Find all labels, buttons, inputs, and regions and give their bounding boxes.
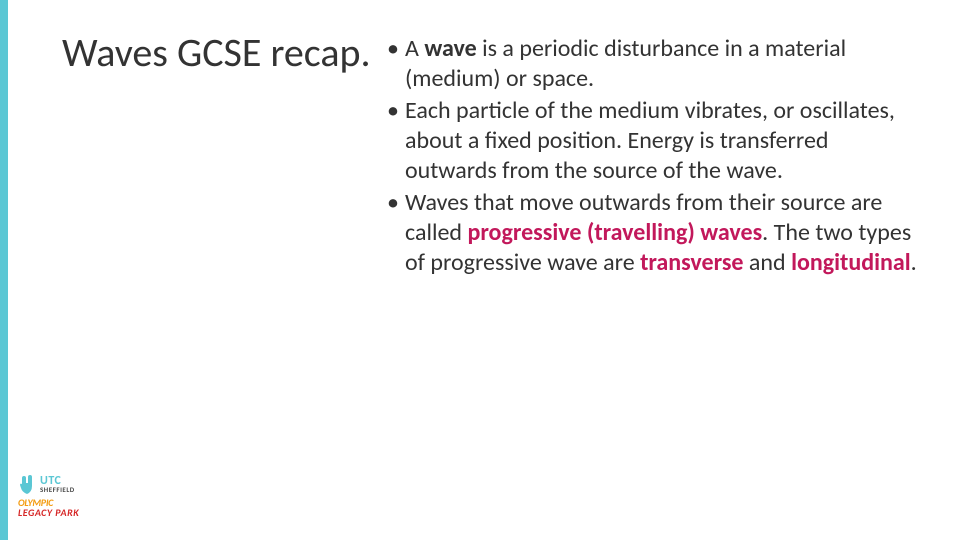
hand-icon <box>18 474 36 496</box>
logo-olp: OLYMPIC LEGACY PARK <box>18 498 138 517</box>
logo-olp-line2: LEGACY PARK <box>18 508 138 518</box>
bullet-3-mid2: and <box>743 248 791 277</box>
bullet-2: Each particle of the medium vibrates, or… <box>387 96 917 186</box>
bullet-1-bold: wave <box>424 34 476 63</box>
bullet-3-post: . <box>911 248 917 277</box>
bullet-3-hl1: progressive (travelling) waves <box>467 218 762 247</box>
bullet-3-hl3: longitudinal <box>791 248 911 277</box>
bullet-3: Waves that move outwards from their sour… <box>387 188 917 278</box>
logo-block: UTC SHEFFIELD OLYMPIC LEGACY PARK <box>18 474 138 530</box>
logo-utc: UTC SHEFFIELD <box>18 474 138 496</box>
bullet-2-text: Each particle of the medium vibrates, or… <box>405 96 895 185</box>
content-area: A wave is a periodic disturbance in a ma… <box>387 34 917 280</box>
bullet-3-hl2: transverse <box>640 248 743 277</box>
bullet-1-pre: A <box>405 34 424 63</box>
bullet-1: A wave is a periodic disturbance in a ma… <box>387 34 917 94</box>
accent-bar <box>0 0 8 540</box>
logo-utc-bottom: SHEFFIELD <box>40 487 75 493</box>
slide-title: Waves GCSE recap. <box>62 28 371 77</box>
